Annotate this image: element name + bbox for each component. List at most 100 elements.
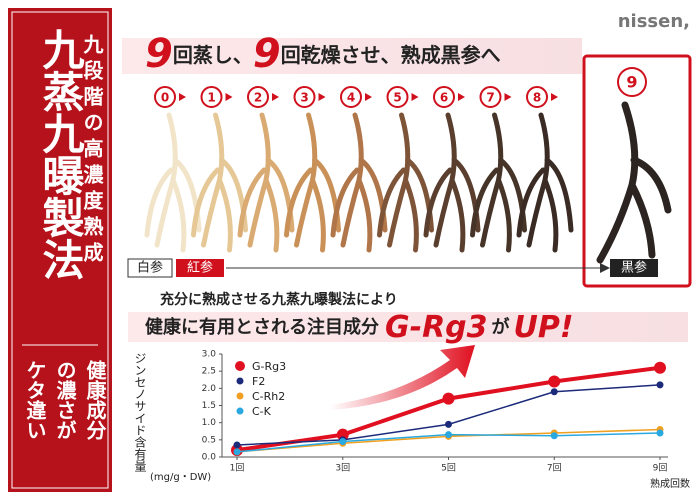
headline: 9回蒸し、9回乾燥させ、熟成黒参へ [145, 31, 501, 77]
step-label: 4 [347, 91, 355, 105]
point [233, 448, 241, 456]
legend-label: C-K [252, 405, 272, 418]
final-step-circle [617, 67, 647, 97]
tagline-line: 健康成分 [83, 360, 107, 440]
y-tick-label: 2.5 [202, 367, 216, 377]
stage-label: 白参 [137, 260, 163, 276]
y-tick-label: 2.0 [202, 384, 217, 394]
point [548, 375, 561, 388]
legend-marker [236, 392, 244, 400]
tagline-line: ケタ違い [23, 360, 47, 440]
side-title: 九蒸九曝製法 [36, 28, 85, 280]
copy-text: が [492, 316, 510, 338]
step-circle [293, 86, 316, 108]
copy-line1: 充分に熟成させる九蒸九曝製法により [160, 291, 398, 308]
side-panel [8, 8, 112, 492]
brand: nissen, [618, 11, 690, 32]
step-circle [479, 86, 502, 108]
step-arrow [225, 93, 233, 101]
step-arrow [458, 93, 465, 101]
copy-highlight: G-Rg3 [385, 310, 488, 345]
point [656, 429, 664, 437]
root [377, 112, 434, 253]
root [470, 112, 527, 253]
legend-label: G-Rg3 [252, 360, 286, 373]
step-label: 8 [533, 91, 541, 105]
point [445, 431, 452, 439]
copy-text: 健康に有用とされる注目成分 [145, 316, 379, 338]
step-label: 7 [486, 91, 494, 105]
stage-label: 黒参 [621, 260, 647, 276]
step-label: 2 [254, 91, 262, 105]
root [191, 112, 248, 253]
side-border [11, 11, 109, 489]
headline-band [122, 38, 582, 74]
step-circle [340, 86, 362, 108]
headline-num: 9 [145, 31, 173, 77]
tagline-line: の濃さが [53, 360, 77, 440]
stage-box [127, 258, 173, 278]
point [654, 361, 666, 374]
y-tick-label: 1.5 [202, 401, 216, 411]
root [144, 112, 202, 253]
root [237, 112, 295, 253]
step-label: 5 [393, 91, 401, 105]
root [330, 112, 388, 253]
legend-label: C-Rh2 [252, 390, 285, 403]
stage-arrowhead [600, 263, 610, 273]
step-circle [433, 86, 455, 108]
legend-marker [236, 377, 244, 385]
headline-num: 9 [253, 31, 281, 77]
x-axis-label: 熟成回数 [650, 477, 690, 490]
stage-box [176, 259, 224, 277]
point [550, 432, 558, 440]
step-arrow [318, 93, 326, 101]
step-label: 6 [440, 91, 448, 105]
point [336, 428, 349, 441]
point [339, 438, 347, 446]
y-tick-label: 1.0 [202, 418, 217, 428]
legend-marker [235, 361, 245, 371]
step-arrow [411, 93, 419, 101]
headline-text: 回乾燥させ、熟成黒参へ [281, 43, 501, 67]
x-tick-label: 9回 [653, 463, 668, 474]
side-subtitle: 九段階の高濃度熟成 [80, 34, 104, 268]
point [550, 388, 558, 396]
legend-marker [236, 407, 244, 415]
point [656, 381, 664, 389]
step-arrow [504, 93, 512, 101]
step-circle [526, 86, 548, 108]
copy-line2: 健康に有用とされる注目成分 G-Rg3 が UP! [145, 310, 574, 345]
y-tick-label: 0.0 [202, 453, 217, 463]
copy-band [128, 312, 688, 342]
side-tagline: 健康成分 の濃さが ケタ違い [20, 360, 110, 440]
legend-label: F2 [252, 375, 265, 388]
step-label: 3 [300, 91, 308, 105]
root [284, 112, 341, 253]
step-circle [200, 86, 223, 108]
final-step: 9 [626, 73, 637, 92]
headline-text: 回蒸し、 [173, 43, 253, 67]
step-circle [386, 86, 409, 108]
copy-up: UP! [514, 310, 574, 345]
step-arrow [551, 93, 558, 101]
root [596, 101, 672, 264]
x-tick-label: 1回 [230, 463, 245, 474]
point [233, 441, 241, 449]
y-axis-label: ジンセノサイド含有量 [133, 352, 147, 472]
y-unit: (mg/g・DW) [150, 472, 211, 483]
x-tick-label: 7回 [547, 463, 562, 474]
step-label: 0 [161, 91, 169, 105]
step-circle [154, 86, 176, 108]
trend-arrow [330, 345, 475, 410]
stage-label: 紅参 [187, 260, 213, 276]
step-label: 1 [207, 91, 215, 105]
step-arrow [272, 93, 279, 101]
x-tick-label: 3回 [335, 463, 350, 474]
point [445, 420, 452, 428]
root [516, 112, 574, 253]
step-circle [247, 86, 269, 108]
step-arrow [179, 93, 186, 101]
x-tick-label: 5回 [441, 463, 456, 474]
